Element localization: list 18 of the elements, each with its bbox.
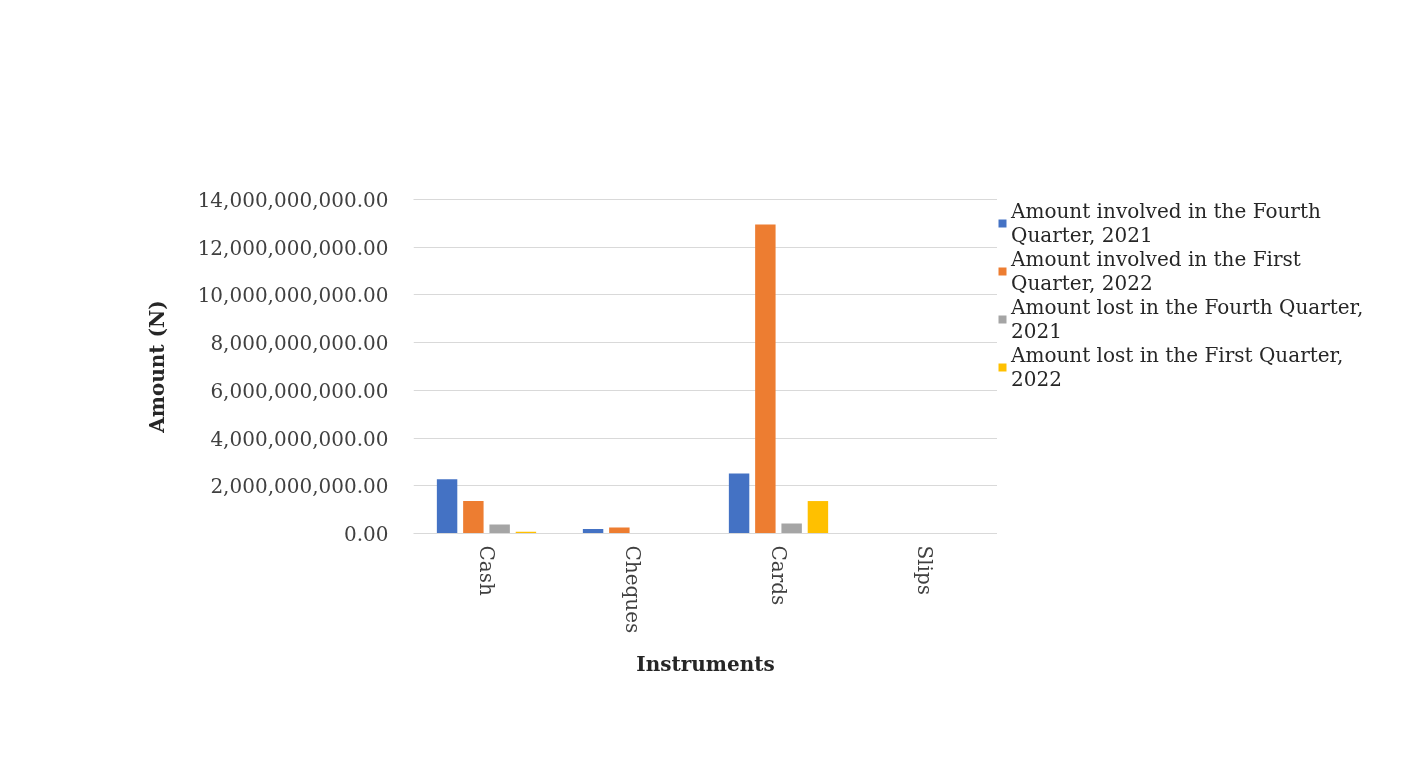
x-tick-label: Cards <box>766 545 791 606</box>
y-axis-title: Amount (N) <box>144 300 169 434</box>
y-tick-label: 2,000,000,000.00 <box>210 474 389 499</box>
y-tick-label: 8,000,000,000.00 <box>210 331 389 356</box>
x-axis-title: Instruments <box>636 652 775 677</box>
y-tick-label: 4,000,000,000.00 <box>210 426 389 451</box>
legend-label: Amount involved in the First Quarter, 2022 <box>1011 247 1301 295</box>
legend-label: Amount lost in the First Quarter, 2022 <box>1011 343 1344 391</box>
y-tick-label: 10,000,000,000.00 <box>197 283 389 308</box>
legend-label: Amount lost in the Fourth Quarter, 2021 <box>1011 295 1364 343</box>
y-tick-label: 12,000,000,000.00 <box>197 235 389 260</box>
legend-label: Amount involved in the Fourth Quarter, 2021 <box>1011 199 1321 247</box>
y-tick-label: 6,000,000,000.00 <box>210 378 389 403</box>
x-tick-label: Slips <box>912 545 937 596</box>
x-tick-label: Cash <box>474 545 499 596</box>
y-tick-label: 0.00 <box>343 522 389 546</box>
x-tick-label: Cheques <box>620 545 645 634</box>
y-tick-label: 14,000,000,000.00 <box>197 188 389 212</box>
